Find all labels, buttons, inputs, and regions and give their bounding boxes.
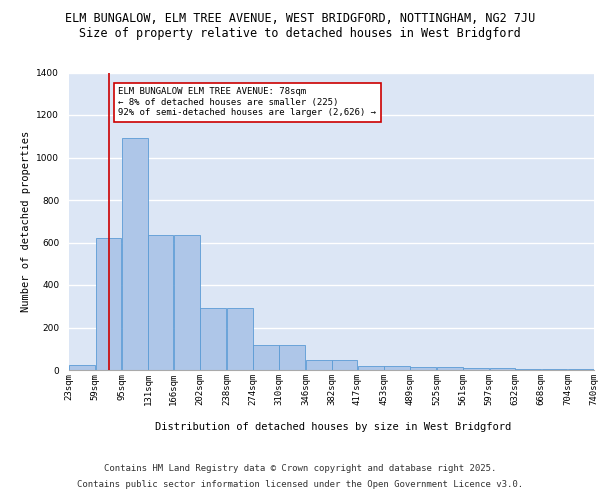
Bar — [437, 368, 463, 370]
Text: Size of property relative to detached houses in West Bridgford: Size of property relative to detached ho… — [79, 28, 521, 40]
Bar — [306, 360, 332, 370]
Bar — [69, 364, 95, 370]
Text: Contains HM Land Registry data © Crown copyright and database right 2025.: Contains HM Land Registry data © Crown c… — [104, 464, 496, 473]
Bar — [332, 360, 357, 370]
Bar — [95, 238, 121, 370]
Text: Distribution of detached houses by size in West Bridgford: Distribution of detached houses by size … — [155, 422, 511, 432]
Text: Contains public sector information licensed under the Open Government Licence v3: Contains public sector information licen… — [77, 480, 523, 489]
Bar — [148, 235, 173, 370]
Bar — [280, 344, 305, 370]
Bar — [174, 235, 200, 370]
Bar — [200, 308, 226, 370]
Text: ELM BUNGALOW ELM TREE AVENUE: 78sqm
← 8% of detached houses are smaller (225)
92: ELM BUNGALOW ELM TREE AVENUE: 78sqm ← 8%… — [118, 88, 376, 117]
Bar — [122, 138, 148, 370]
Bar — [358, 366, 383, 370]
Bar — [227, 308, 253, 370]
Text: ELM BUNGALOW, ELM TREE AVENUE, WEST BRIDGFORD, NOTTINGHAM, NG2 7JU: ELM BUNGALOW, ELM TREE AVENUE, WEST BRID… — [65, 12, 535, 26]
Bar — [410, 368, 436, 370]
Y-axis label: Number of detached properties: Number of detached properties — [21, 130, 31, 312]
Bar — [384, 366, 410, 370]
Bar — [253, 344, 279, 370]
Bar — [463, 368, 489, 370]
Bar — [490, 368, 515, 370]
